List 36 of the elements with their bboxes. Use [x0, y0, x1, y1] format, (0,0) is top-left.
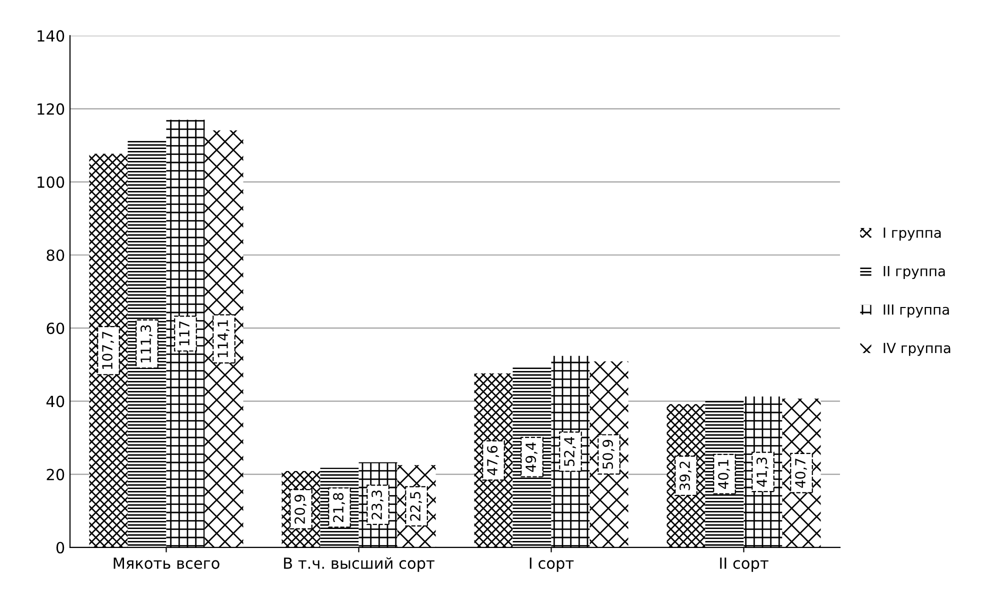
x-tick-label: Мякоть всего: [114, 558, 220, 569]
data-label: 111,3: [140, 325, 152, 362]
bar: [166, 120, 205, 548]
y-tick-label: 140: [38, 30, 64, 42]
y-tick-label: 40: [46, 396, 64, 408]
y-tick-label: 80: [46, 249, 64, 262]
data-label: 49,4: [526, 442, 538, 472]
data-label: 50,9: [602, 440, 614, 469]
bar: [89, 154, 128, 548]
data-label: 40,1: [718, 460, 730, 489]
data-label: 20,9: [294, 494, 306, 524]
data-label: 41,3: [756, 458, 768, 487]
data-label: 114,1: [218, 320, 230, 358]
x-tick-label: I сорт: [530, 558, 574, 572]
data-label: 52,4: [564, 436, 576, 466]
data-label: 47,6: [487, 446, 499, 476]
y-tick-label: 0: [56, 542, 64, 554]
data-label: 23,3: [372, 490, 384, 520]
data-label: 117: [179, 322, 190, 346]
y-tick-label: 120: [38, 103, 64, 115]
data-label: 40,7: [795, 458, 807, 488]
data-label: 21,8: [333, 493, 345, 522]
y-tick-label: 60: [46, 322, 64, 334]
x-tick-label: II сорт: [720, 558, 768, 572]
legend-label: II группа: [884, 266, 945, 280]
x-tick-label: В т.ч. высший сорт: [284, 557, 434, 572]
data-label: 22,5: [410, 492, 422, 521]
y-tick-label: 100: [38, 176, 64, 188]
data-label: 39,2: [680, 462, 692, 490]
bar: [128, 140, 166, 548]
legend-label: I группа: [884, 228, 941, 241]
legend-label: IV группа: [884, 342, 950, 356]
legend-label: III группа: [884, 304, 949, 318]
bar: [204, 130, 244, 548]
y-tick-label: 20: [46, 468, 64, 480]
data-label: 107,7: [102, 332, 114, 369]
